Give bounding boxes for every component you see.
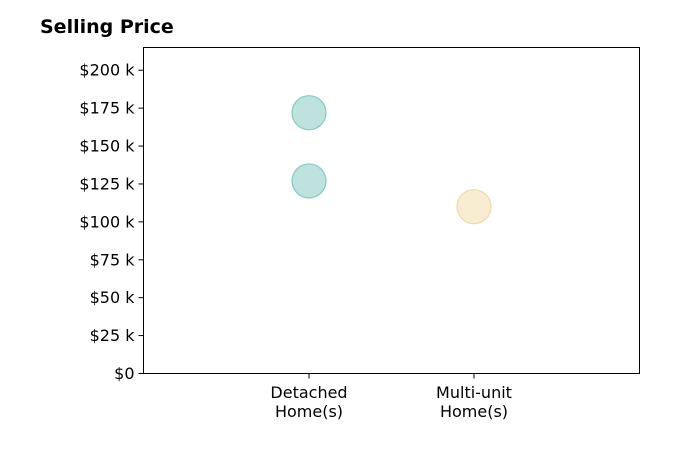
x-tick-label-line: Multi-unit [436, 383, 512, 402]
y-tick-label: $75 k [90, 250, 136, 269]
y-tick-label: $175 k [79, 99, 135, 118]
data-points [291, 95, 492, 225]
x-tick-label-line: Home(s) [440, 402, 508, 421]
y-tick-label: $100 k [79, 212, 135, 231]
data-point [291, 163, 327, 199]
x-tick-label-line: Detached [270, 383, 347, 402]
y-tick-label: $125 k [79, 174, 135, 193]
data-point [291, 95, 327, 131]
x-axis: Detached Home(s)Multi-unit Home(s) [270, 373, 512, 421]
data-point [456, 189, 492, 225]
y-tick-label: $150 k [79, 137, 135, 156]
chart-title: Selling Price [40, 16, 174, 38]
x-tick-label-line: Home(s) [275, 402, 343, 421]
plot-frame [143, 47, 640, 374]
y-tick-label: $0 [114, 364, 134, 383]
y-tick-label: $200 k [79, 61, 135, 80]
y-tick-label: $25 k [90, 326, 136, 345]
x-tick-label: Detached Home(s) [270, 383, 347, 421]
y-axis: $0 $25 k $50 k $75 k $100 k $125 k $150 k $175 … [79, 61, 144, 383]
x-tick-label: Multi-unit Home(s) [436, 383, 512, 421]
y-tick-label: $50 k [90, 288, 136, 307]
